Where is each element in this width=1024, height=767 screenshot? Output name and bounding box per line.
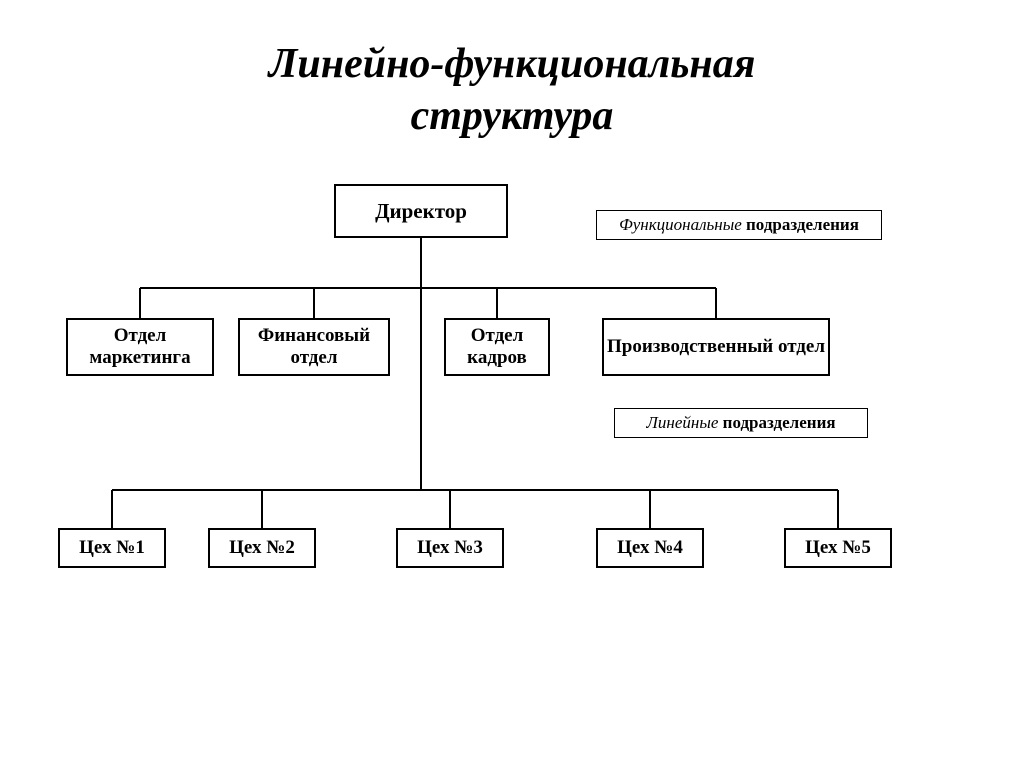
page-title: Линейно-функциональная структура: [0, 38, 1024, 142]
node-dept-finance-label: Финансовый отдел: [240, 325, 388, 369]
node-dept-marketing: Отдел маркетинга: [66, 318, 214, 376]
node-workshop-1: Цех №1: [58, 528, 166, 568]
node-dept-production-label: Производственный отдел: [607, 336, 825, 358]
node-workshop-2-label: Цех №2: [229, 537, 295, 559]
annotation-functional-italic: Функциональные: [619, 215, 742, 234]
node-workshop-5: Цех №5: [784, 528, 892, 568]
node-workshop-3: Цех №3: [396, 528, 504, 568]
annotation-linear-bold: подразделения: [723, 413, 836, 432]
node-workshop-5-label: Цех №5: [805, 537, 871, 559]
node-dept-finance: Финансовый отдел: [238, 318, 390, 376]
annotation-functional: Функциональные подразделения: [596, 210, 882, 240]
annotation-linear: Линейные подразделения: [614, 408, 868, 438]
node-workshop-4-label: Цех №4: [617, 537, 683, 559]
node-dept-hr-label: Отдел кадров: [446, 325, 548, 369]
node-director: Директор: [334, 184, 508, 238]
org-chart-canvas: Линейно-функциональная структура Директо…: [0, 0, 1024, 767]
node-dept-hr: Отдел кадров: [444, 318, 550, 376]
title-line1: Линейно-функциональная: [0, 38, 1024, 90]
node-dept-marketing-label: Отдел маркетинга: [68, 325, 212, 369]
annotation-linear-italic: Линейные: [646, 413, 718, 432]
node-dept-production: Производственный отдел: [602, 318, 830, 376]
node-workshop-2: Цех №2: [208, 528, 316, 568]
node-workshop-1-label: Цех №1: [79, 537, 145, 559]
title-line2: структура: [0, 90, 1024, 142]
node-workshop-4: Цех №4: [596, 528, 704, 568]
node-workshop-3-label: Цех №3: [417, 537, 483, 559]
annotation-functional-bold: подразделения: [746, 215, 859, 234]
node-director-label: Директор: [375, 199, 467, 223]
